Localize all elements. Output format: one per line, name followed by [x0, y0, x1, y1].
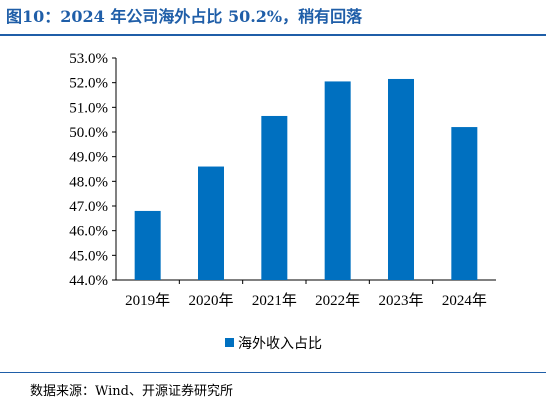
figure-title: 图10：2024 年公司海外占比 50.2%，稍有回落 — [6, 7, 363, 26]
x-axis: 2019年 2020年 2021年 2022年 2023年 2024年 — [116, 279, 496, 309]
y-tick-label: 48.0% — [69, 174, 108, 190]
title-divider — [0, 34, 546, 36]
y-axis: 44.0% 45.0% 46.0% 47.0% 48.0% 49.0% 50.0% 51.0%… — [69, 51, 117, 289]
bar-chart: 44.0% 45.0% 46.0% 47.0% 48.0% 49.0% 50.0% 51.0%… — [69, 51, 496, 352]
bar-2019年 — [134, 210, 161, 280]
x-tick-label: 2022年 — [315, 292, 360, 309]
footer-divider — [0, 372, 546, 373]
y-tick-label: 46.0% — [69, 224, 108, 240]
x-tick-label: 2019年 — [125, 292, 170, 309]
y-tick-label: 53.0% — [69, 51, 108, 67]
y-tick-label: 50.0% — [69, 125, 108, 141]
bar-2024年 — [451, 127, 478, 280]
source-note: 数据来源：Wind、开源证券研究所 — [30, 384, 233, 399]
y-tick-label: 49.0% — [69, 150, 108, 166]
y-tick-label: 44.0% — [69, 273, 108, 289]
legend-swatch — [225, 338, 234, 347]
x-tick-label: 2020年 — [188, 292, 233, 309]
legend-label: 海外收入占比 — [238, 336, 322, 352]
y-tick-label: 51.0% — [69, 100, 108, 116]
x-tick-label: 2024年 — [442, 292, 487, 309]
x-tick-label: 2023年 — [378, 292, 423, 309]
bar-2021年 — [261, 115, 288, 280]
y-tick-label: 45.0% — [69, 248, 108, 264]
bar-2020年 — [198, 166, 224, 280]
y-tick-label: 47.0% — [69, 199, 108, 215]
x-tick-label: 2021年 — [252, 292, 297, 309]
bar-2022年 — [324, 81, 351, 280]
y-tick-label: 52.0% — [69, 76, 108, 92]
legend: 海外收入占比 — [225, 336, 322, 352]
bar-2023年 — [388, 78, 414, 280]
bar-series — [134, 78, 478, 280]
